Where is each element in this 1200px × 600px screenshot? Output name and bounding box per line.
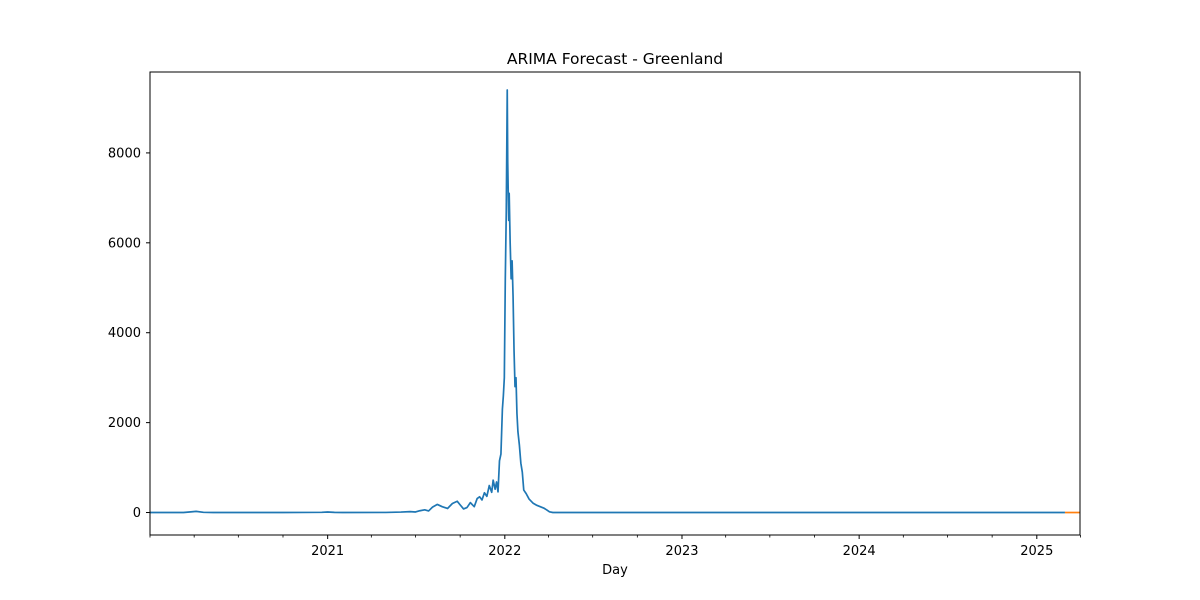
series-line-1: [150, 89, 1065, 514]
plot-area: [150, 89, 1080, 514]
y-tick-label: 4000: [108, 326, 141, 341]
chart-title: ARIMA Forecast - Greenland: [507, 50, 723, 68]
y-axis: 0 2000 4000 6000 8000: [108, 146, 150, 521]
x-tick-label: 2023: [665, 544, 698, 559]
y-tick-label: 2000: [108, 416, 141, 431]
x-tick-label: 2024: [843, 544, 876, 559]
y-tick-label: 0: [133, 506, 141, 521]
y-tick-label: 6000: [108, 236, 141, 251]
x-tick-label: 2025: [1020, 544, 1053, 559]
x-tick-label: 2022: [488, 544, 521, 559]
y-tick-label: 8000: [108, 146, 141, 161]
x-tick-label: 2021: [311, 544, 344, 559]
x-axis-label: Day: [602, 563, 628, 578]
plot-frame: [149, 71, 1081, 536]
x-axis: 2021 2022 2023 2024 2025: [149, 535, 1081, 559]
